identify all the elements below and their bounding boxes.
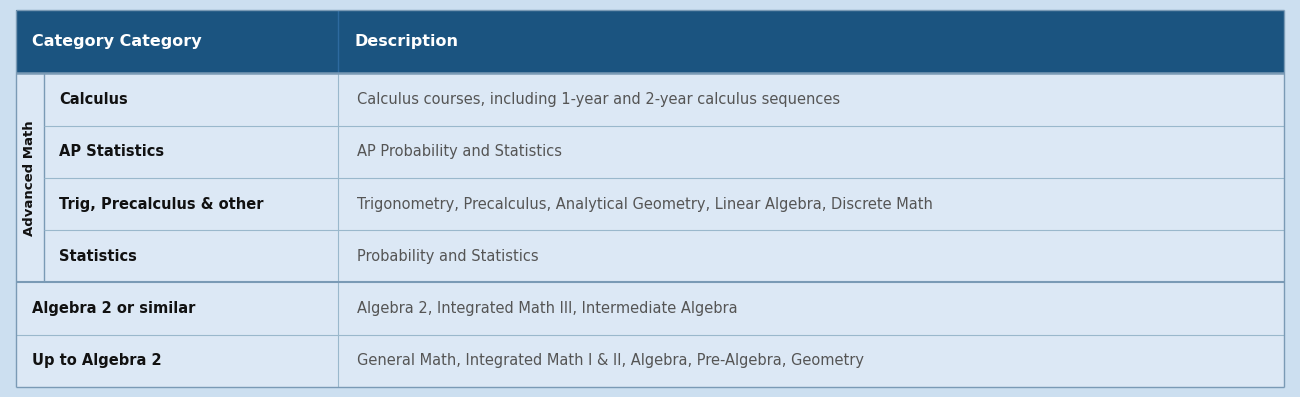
Bar: [16, 335, 1284, 387]
Bar: [16, 10, 1284, 73]
Text: Up to Algebra 2: Up to Algebra 2: [32, 353, 162, 368]
Text: AP Statistics: AP Statistics: [58, 144, 164, 159]
Text: Advanced Math: Advanced Math: [23, 120, 36, 236]
Text: Algebra 2, Integrated Math III, Intermediate Algebra: Algebra 2, Integrated Math III, Intermed…: [358, 301, 738, 316]
Bar: [16, 230, 1284, 283]
Text: AP Probability and Statistics: AP Probability and Statistics: [358, 144, 563, 159]
Bar: [16, 125, 1284, 178]
Text: General Math, Integrated Math I & II, Algebra, Pre-Algebra, Geometry: General Math, Integrated Math I & II, Al…: [358, 353, 864, 368]
Bar: [16, 283, 1284, 335]
Text: Probability and Statistics: Probability and Statistics: [358, 249, 540, 264]
Text: Algebra 2 or similar: Algebra 2 or similar: [32, 301, 196, 316]
Bar: [16, 178, 1284, 230]
Text: Calculus: Calculus: [58, 92, 127, 107]
Text: Category Category: Category Category: [32, 34, 202, 49]
Text: Trigonometry, Precalculus, Analytical Geometry, Linear Algebra, Discrete Math: Trigonometry, Precalculus, Analytical Ge…: [358, 197, 933, 212]
Text: Description: Description: [355, 34, 459, 49]
Text: Trig, Precalculus & other: Trig, Precalculus & other: [58, 197, 264, 212]
Bar: [16, 73, 1284, 125]
Text: Statistics: Statistics: [58, 249, 136, 264]
Text: Calculus courses, including 1-year and 2-year calculus sequences: Calculus courses, including 1-year and 2…: [358, 92, 841, 107]
